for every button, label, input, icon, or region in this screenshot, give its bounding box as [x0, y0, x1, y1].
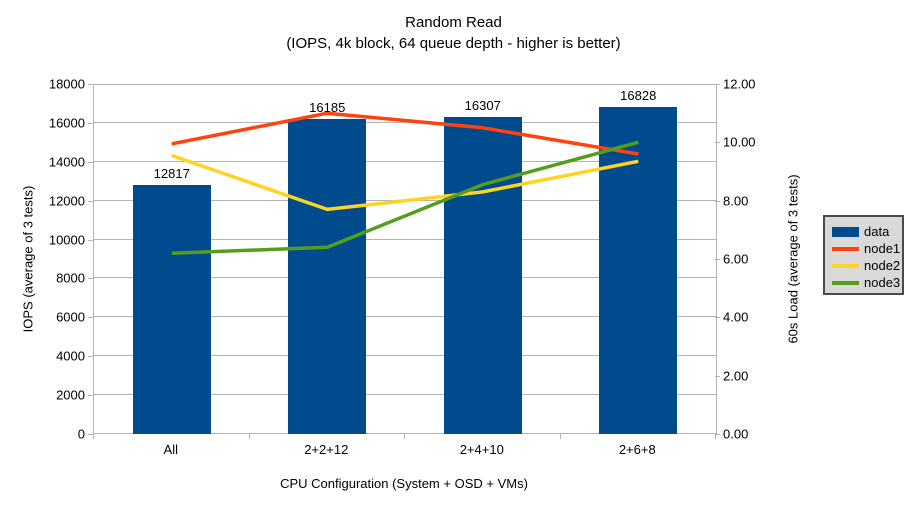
right-tick-label: 4.00	[723, 309, 749, 325]
bar-2+4+10	[443, 116, 522, 434]
left-tick-mark	[88, 200, 93, 202]
legend-item-node1: node1	[832, 240, 902, 257]
bar-data-label: 16307	[464, 97, 501, 113]
left-tick-label: 18000	[48, 76, 85, 92]
left-tick-label: 14000	[48, 154, 85, 170]
left-tick-label: 8000	[56, 270, 85, 286]
left-tick-mark	[88, 356, 93, 358]
left-tick-label: 16000	[48, 115, 85, 131]
x-axis-title: CPU Configuration (System + OSD + VMs)	[280, 476, 528, 491]
right-tick-mark	[715, 84, 720, 85]
right-tick-label: 0.00	[723, 426, 749, 442]
line-swatch	[832, 263, 859, 268]
gridline	[94, 433, 716, 434]
right-tick-label: 10.00	[723, 134, 756, 150]
x-category-label: 2+4+10	[459, 442, 504, 457]
gridline	[94, 160, 716, 162]
right-tick-label: 12.00	[723, 76, 756, 92]
right-tick-label: 8.00	[723, 193, 749, 209]
left-tick-mark	[88, 239, 93, 241]
left-tick-mark	[88, 122, 93, 124]
gridline	[94, 394, 716, 396]
legend-label: node2	[864, 258, 901, 273]
left-tick-mark	[88, 395, 93, 397]
gridline	[94, 316, 716, 318]
legend-label: data	[864, 224, 890, 239]
right-axis-title: 60s Load (average of 3 tests)	[785, 174, 801, 344]
bar-All	[132, 184, 211, 434]
legend-label: node3	[864, 275, 901, 290]
right-tick-mark	[715, 200, 720, 202]
bar-data-label: 12817	[153, 165, 190, 181]
left-tick-mark	[88, 278, 93, 280]
chart-title: Random Read (IOPS, 4k block, 64 queue de…	[0, 12, 907, 54]
line-swatch	[832, 280, 859, 285]
x-tick-mark	[248, 434, 250, 439]
x-category-label: 2+6+8	[618, 442, 656, 457]
right-tick-mark	[715, 142, 720, 144]
legend-item-node3: node3	[832, 274, 902, 291]
line-series-node2	[171, 153, 639, 212]
left-tick-label: 2000	[56, 387, 85, 403]
right-tick-mark	[715, 434, 720, 435]
gridline	[94, 238, 716, 240]
plot-area: 12817 16185 16307 16828	[93, 84, 717, 434]
right-tick-label: 6.00	[723, 251, 749, 267]
line-layer	[171, 111, 639, 255]
left-axis-title: IOPS (average of 3 tests)	[20, 185, 36, 333]
gridline	[94, 84, 716, 85]
legend: data node1 node2 node3	[823, 215, 904, 295]
legend-item-data: data	[832, 223, 902, 240]
line-swatch	[832, 246, 859, 251]
right-tick-mark	[715, 375, 720, 377]
left-tick-label: 10000	[48, 232, 85, 248]
left-tick-label: 4000	[56, 348, 85, 364]
x-category-label: All	[163, 442, 178, 457]
bar-data-label: 16828	[620, 87, 657, 103]
legend-label: node1	[864, 241, 901, 256]
line-series-node3	[171, 140, 639, 255]
x-category-label: 2+2+12	[304, 442, 349, 457]
x-tick-mark	[559, 434, 561, 439]
x-tick-mark	[93, 434, 94, 439]
right-tick-mark	[715, 317, 720, 319]
left-tick-mark	[88, 434, 93, 435]
gridline	[94, 355, 716, 357]
right-tick-label: 2.00	[723, 368, 749, 384]
left-tick-label: 12000	[48, 193, 85, 209]
left-tick-label: 0	[77, 426, 85, 442]
gridline	[94, 121, 716, 123]
gridline	[94, 277, 716, 279]
left-tick-mark	[88, 84, 93, 85]
bar-data-label: 16185	[309, 100, 346, 116]
legend-item-node2: node2	[832, 257, 902, 274]
left-tick-mark	[88, 161, 93, 163]
line-series-node1	[171, 111, 639, 156]
chart-title-line2: (IOPS, 4k block, 64 queue depth - higher…	[286, 35, 621, 52]
right-tick-mark	[715, 259, 720, 260]
x-tick-mark	[715, 434, 716, 439]
left-tick-label: 6000	[56, 309, 85, 325]
chart-title-line1: Random Read	[405, 14, 502, 31]
bar-swatch	[832, 226, 859, 237]
x-tick-mark	[404, 434, 405, 439]
left-tick-mark	[88, 317, 93, 319]
bar-2+2+12	[288, 119, 367, 434]
